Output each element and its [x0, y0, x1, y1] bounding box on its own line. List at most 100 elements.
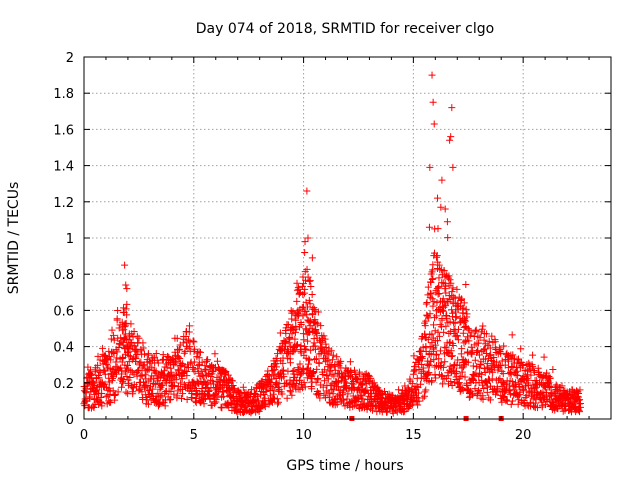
data-point [186, 343, 194, 351]
y-axis-label: SRMTID / TECUs [6, 182, 22, 295]
data-point [512, 364, 520, 372]
data-point [400, 408, 408, 416]
data-point [479, 322, 487, 330]
data-point [310, 339, 318, 347]
y-tick-label: 1.6 [53, 123, 74, 138]
data-point [333, 353, 341, 361]
data-point [435, 355, 443, 363]
data-point [436, 332, 444, 340]
data-point [135, 366, 143, 374]
data-point [218, 381, 226, 389]
data-point [298, 303, 306, 311]
data-point [141, 371, 149, 379]
data-point [170, 382, 178, 390]
data-point [100, 366, 108, 374]
y-tick-label: 2 [66, 51, 74, 66]
peak-point [446, 136, 454, 144]
data-point [126, 374, 134, 382]
data-point [455, 325, 463, 333]
data-point [123, 300, 131, 308]
data-point [113, 348, 121, 356]
data-point [454, 306, 462, 314]
data-point [117, 383, 125, 391]
data-point [467, 329, 475, 337]
data-point [446, 276, 454, 284]
data-point [267, 375, 275, 383]
data-point [457, 318, 465, 326]
ticks-layer [83, 56, 611, 420]
data-point [101, 367, 109, 375]
data-point [430, 356, 438, 364]
data-point [417, 380, 425, 388]
data-point [293, 297, 301, 305]
data-point [288, 330, 296, 338]
data-point [129, 333, 137, 341]
data-point [458, 345, 466, 353]
data-point [305, 277, 313, 285]
data-point [452, 313, 460, 321]
data-point [423, 298, 431, 306]
data-point [483, 330, 491, 338]
data-point [239, 383, 247, 391]
data-point [327, 361, 335, 369]
data-point [303, 374, 311, 382]
data-point [422, 344, 430, 352]
data-point [275, 398, 283, 406]
data-point [331, 362, 339, 370]
data-point [321, 366, 329, 374]
data-point [314, 320, 322, 328]
data-point [489, 368, 497, 376]
data-point [527, 371, 535, 379]
data-point [435, 261, 443, 269]
y-tick-label: 0.4 [53, 341, 74, 356]
data-point [485, 337, 493, 345]
data-point [152, 367, 160, 375]
data-point [433, 253, 440, 261]
data-point [421, 330, 429, 338]
x-tick-label: 0 [80, 428, 88, 443]
data-point [464, 325, 472, 333]
data-point [576, 408, 584, 416]
data-point [439, 363, 447, 371]
data-point [311, 316, 319, 324]
data-point [446, 362, 454, 370]
data-point [194, 379, 202, 387]
data-point [462, 336, 470, 344]
data-point [122, 388, 130, 396]
peak-point [122, 281, 130, 289]
data-point [213, 357, 221, 365]
data-point [418, 354, 426, 362]
data-point [222, 367, 230, 375]
data-point [363, 405, 371, 413]
x-axis-label: GPS time / hours [286, 458, 403, 474]
data-point [220, 367, 228, 375]
data-point [127, 367, 135, 375]
peak-point [434, 194, 442, 202]
data-point [523, 401, 531, 409]
data-point [426, 310, 434, 318]
data-point [109, 331, 117, 339]
data-point [113, 315, 121, 323]
data-point [515, 383, 523, 391]
data-point [328, 356, 336, 364]
data-point [496, 362, 504, 370]
peak-point [123, 285, 131, 293]
data-point [432, 374, 440, 382]
data-point [163, 363, 171, 371]
data-point [158, 381, 166, 389]
data-point [183, 396, 191, 404]
data-point [185, 336, 193, 344]
data-point [461, 373, 469, 381]
peak-point [449, 163, 457, 171]
data-point [302, 345, 310, 353]
data-point [451, 294, 459, 302]
data-point [220, 392, 228, 400]
data-point [409, 370, 417, 378]
data-point [319, 345, 327, 353]
data-point [113, 354, 121, 362]
peak-point [429, 98, 437, 106]
data-point [519, 372, 527, 380]
data-point [129, 388, 137, 396]
data-point [463, 310, 471, 318]
data-point [303, 365, 311, 373]
